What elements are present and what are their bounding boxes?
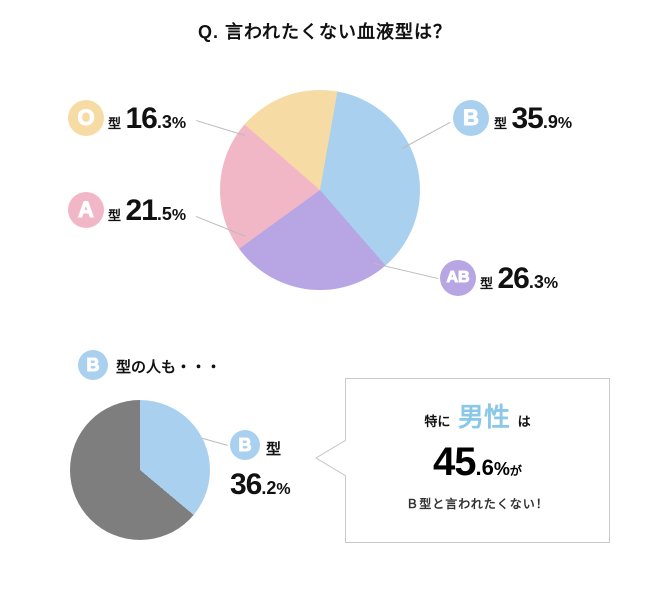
bubble-pct: % [494,459,510,479]
badge-b: B [453,100,489,136]
leader-b [402,122,450,149]
label-a: 型 21.5% [108,194,186,228]
sub-value-label: 36.2% [230,468,291,502]
sub-type-label: 型 [266,438,281,459]
badge-ab: AB [440,260,476,296]
bubble-line1: 特に 男性 は [366,397,589,434]
bubble-post: は [518,414,531,429]
bubble-tail [317,440,347,476]
subheader-text: 型の人も・・・ [116,356,221,377]
badge-o: O [68,100,104,136]
leader-o [196,120,245,136]
bubble-pre: 特に [424,414,450,429]
subheader-badge-b: B [78,350,108,380]
bubble-accent: 男性 [454,397,514,434]
callout-bubble: 特に 男性 は 45.6%が Ｂ型と言われたくない！ [345,378,610,543]
sub-badge-b: B [230,430,260,460]
label-ab: 型 26.3% [480,262,558,296]
bubble-dec: .6 [476,455,494,480]
leader-ab [374,263,438,279]
sub-pie-chart [70,400,210,540]
badge-a: A [68,192,104,228]
label-b: 型 35.9% [494,102,572,136]
bubble-int: 45 [433,440,476,484]
bubble-value: 45.6%が [366,440,589,485]
chart-title: Q. 言われたくない血液型は？ [0,0,650,44]
main-pie-chart [220,90,420,290]
bubble-line3: Ｂ型と言われたくない！ [366,495,589,512]
label-o: 型 16.3% [108,102,186,136]
bubble-suffix: が [510,464,522,478]
